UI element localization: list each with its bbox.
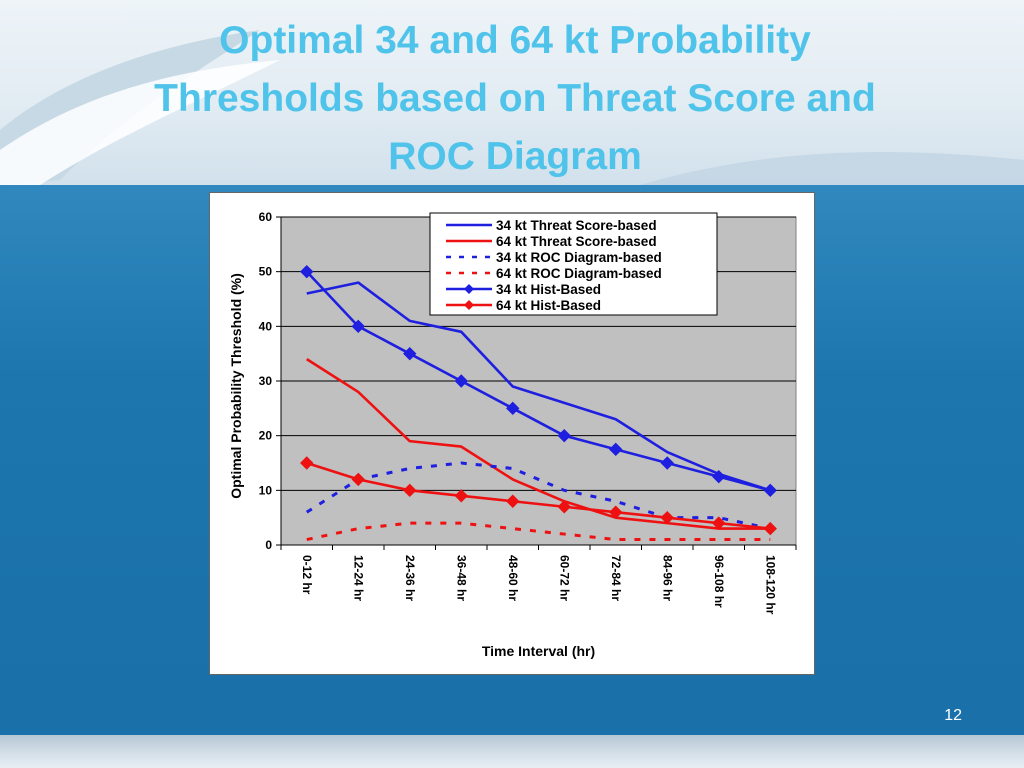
x-tick-label: 0-12 hr bbox=[300, 555, 314, 595]
data-point-5 bbox=[609, 505, 623, 519]
line-chart: 0 10 20 30 40 50 60 0-12 hr 12-24 hr 24-36 hr 36-4… bbox=[228, 210, 797, 659]
data-point-5 bbox=[454, 489, 468, 503]
slide-title: Optimal 34 and 64 kt Probability Thresho… bbox=[40, 12, 990, 186]
x-tick-label: 96-108 hr bbox=[712, 555, 726, 608]
x-tick-label: 84-96 hr bbox=[660, 555, 674, 601]
legend-label: 34 kt ROC Diagram-based bbox=[496, 250, 662, 265]
footer-strip bbox=[0, 735, 1024, 768]
data-point-4 bbox=[403, 346, 417, 361]
data-point-4 bbox=[609, 442, 623, 457]
x-axis-title: Time Interval (hr) bbox=[482, 643, 595, 659]
slide-title-line: Optimal 34 and 64 kt Probability bbox=[219, 19, 811, 62]
y-tick-label: 20 bbox=[259, 429, 273, 443]
data-point-4 bbox=[660, 456, 674, 470]
slide-title-line: Thresholds based on Threat Score and bbox=[154, 77, 876, 120]
legend-label: 64 kt Hist-Based bbox=[496, 298, 601, 313]
legend-box bbox=[429, 212, 718, 316]
header-band bbox=[0, 0, 1024, 185]
legend-label: 64 kt Threat Score-based bbox=[496, 234, 657, 249]
series-line-1 bbox=[306, 358, 771, 530]
series-line-5 bbox=[306, 461, 771, 530]
y-tick-label: 30 bbox=[259, 374, 273, 388]
series-line-0 bbox=[306, 281, 771, 492]
legend-marker bbox=[464, 300, 474, 310]
x-tick-label: 36-48 hr bbox=[454, 555, 468, 601]
data-point-4 bbox=[712, 469, 726, 484]
legend-label: 64 kt ROC Diagram-based bbox=[496, 266, 662, 281]
legend-marker bbox=[464, 284, 474, 294]
data-point-4 bbox=[351, 319, 365, 334]
data-point-5 bbox=[351, 472, 365, 487]
data-point-4 bbox=[763, 483, 777, 498]
series-line-2 bbox=[305, 461, 771, 531]
x-tick-label: 72-84 hr bbox=[609, 555, 623, 601]
data-point-5 bbox=[712, 516, 726, 530]
page-number: 12 bbox=[944, 707, 962, 724]
legend-label: 34 kt Threat Score-based bbox=[496, 218, 657, 233]
data-point-5 bbox=[763, 521, 777, 536]
x-tick-label: 60-72 hr bbox=[557, 555, 571, 601]
y-tick-label: 50 bbox=[259, 265, 273, 279]
chart-frame: 0 10 20 30 40 50 60 0-12 hr 12-24 hr 24-36 hr 36-4… bbox=[209, 192, 815, 675]
data-point-4 bbox=[557, 428, 571, 443]
data-point-5 bbox=[660, 510, 674, 525]
data-point-5 bbox=[300, 456, 314, 470]
series-line-4 bbox=[305, 270, 771, 492]
x-tick-label: 24-36 hr bbox=[403, 555, 417, 601]
x-tick-label: 108-120 hr bbox=[763, 555, 777, 615]
data-point-5 bbox=[403, 483, 417, 498]
slide-title-line: ROC Diagram bbox=[388, 135, 642, 178]
x-tick-label: 48-60 hr bbox=[506, 555, 520, 601]
data-point-5 bbox=[557, 500, 571, 514]
legend-label: 34 kt Hist-Based bbox=[496, 282, 601, 297]
y-tick-label: 40 bbox=[259, 319, 273, 333]
x-tick-label: 12-24 hr bbox=[351, 555, 365, 601]
data-point-5 bbox=[506, 494, 520, 508]
y-axis-title: Optimal Probability Threshold (%) bbox=[228, 273, 244, 499]
y-tick-label: 10 bbox=[259, 483, 273, 497]
data-point-4 bbox=[300, 264, 314, 279]
data-point-4 bbox=[454, 374, 468, 388]
y-tick-label: 60 bbox=[259, 210, 273, 224]
series-line-3 bbox=[306, 521, 771, 542]
y-tick-label: 0 bbox=[265, 538, 272, 552]
decorative-swoosh bbox=[0, 30, 1024, 185]
data-point-4 bbox=[506, 401, 520, 416]
